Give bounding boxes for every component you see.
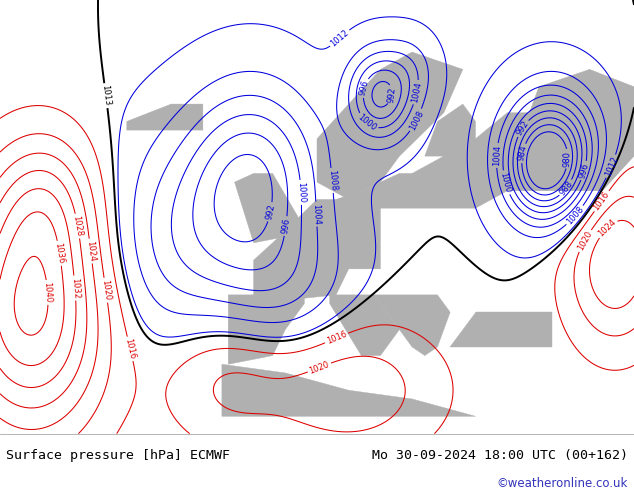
Text: 1013: 1013 <box>100 85 112 107</box>
Polygon shape <box>317 52 463 199</box>
Polygon shape <box>330 295 399 356</box>
Text: 1016: 1016 <box>124 338 137 360</box>
Text: 980: 980 <box>563 150 573 167</box>
Text: 1016: 1016 <box>592 190 611 212</box>
Text: ©weatheronline.co.uk: ©weatheronline.co.uk <box>496 477 628 490</box>
Text: 1024: 1024 <box>597 218 618 239</box>
Text: 996: 996 <box>280 218 292 235</box>
Text: 1000: 1000 <box>356 113 378 133</box>
Polygon shape <box>374 295 450 356</box>
Text: 1000: 1000 <box>498 172 513 194</box>
Text: 996: 996 <box>578 162 591 179</box>
Text: 984: 984 <box>517 145 529 162</box>
Text: 1040: 1040 <box>42 282 53 303</box>
Text: 1004: 1004 <box>410 81 424 103</box>
Text: 1012: 1012 <box>329 28 351 49</box>
Text: 1008: 1008 <box>408 109 425 132</box>
Text: 1004: 1004 <box>491 145 501 166</box>
Text: 1000: 1000 <box>296 182 306 203</box>
Text: 988: 988 <box>558 179 575 197</box>
Polygon shape <box>228 295 304 364</box>
Text: 1028: 1028 <box>72 215 84 237</box>
Text: 1012: 1012 <box>603 155 619 178</box>
Text: 1036: 1036 <box>53 242 66 265</box>
Text: 992: 992 <box>386 86 397 103</box>
Text: 1008: 1008 <box>565 204 586 226</box>
Polygon shape <box>336 173 437 208</box>
Text: 1024: 1024 <box>85 240 96 262</box>
Polygon shape <box>235 173 298 243</box>
Text: Surface pressure [hPa] ECMWF: Surface pressure [hPa] ECMWF <box>6 448 230 462</box>
Polygon shape <box>412 113 539 208</box>
Polygon shape <box>254 199 380 304</box>
Polygon shape <box>425 104 476 156</box>
Text: 1020: 1020 <box>100 279 112 301</box>
Text: 1020: 1020 <box>308 360 331 375</box>
Text: 1020: 1020 <box>576 229 594 252</box>
Text: 1004: 1004 <box>311 203 321 225</box>
Polygon shape <box>450 312 552 347</box>
Text: Mo 30-09-2024 18:00 UTC (00+162): Mo 30-09-2024 18:00 UTC (00+162) <box>372 448 628 462</box>
Polygon shape <box>507 70 634 191</box>
Polygon shape <box>127 104 203 130</box>
Text: 1008: 1008 <box>327 170 337 191</box>
Text: 996: 996 <box>358 79 371 97</box>
Text: 1016: 1016 <box>325 330 348 346</box>
Text: 992: 992 <box>514 119 531 137</box>
Text: 1032: 1032 <box>70 277 81 299</box>
Text: 992: 992 <box>264 203 276 220</box>
Polygon shape <box>222 364 476 416</box>
